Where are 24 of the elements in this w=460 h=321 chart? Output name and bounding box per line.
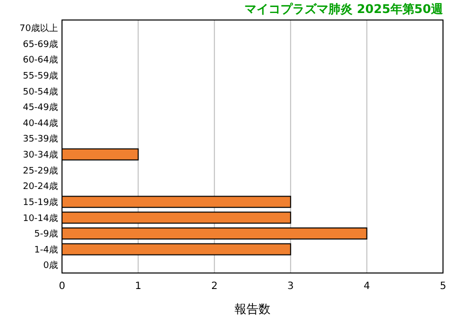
y-tick-label: 40-44歳 (22, 118, 58, 129)
y-tick-label: 25-29歳 (22, 165, 58, 176)
x-tick-label: 4 (364, 281, 370, 292)
y-tick-label: 15-19歳 (22, 196, 58, 208)
y-tick-label: 20-24歳 (22, 181, 58, 192)
y-tick-label: 70歳以上 (20, 23, 58, 34)
y-tick-label: 5-9歳 (34, 228, 58, 240)
y-tick-label: 0歳 (43, 260, 58, 272)
x-tick-label: 0 (58, 281, 66, 292)
y-tick-label: 60-64歳 (22, 54, 58, 66)
y-tick-label: 10-14歳 (22, 212, 58, 224)
y-tick-label: 50-54歳 (22, 86, 58, 98)
x-tick-label: 2 (211, 281, 218, 292)
y-tick-label: 30-34歳 (22, 150, 58, 161)
x-tick-label: 1 (135, 281, 142, 292)
y-tick-label: 65-69歳 (22, 38, 58, 50)
y-tick-label: 45-49歳 (22, 102, 58, 114)
y-tick-label: 1-4歳 (34, 244, 58, 256)
x-tick-label: 5 (440, 281, 446, 292)
chart-title: マイコプラズマ肺炎 2025年第50週 (244, 2, 444, 16)
x-axis-title: 報告数 (234, 302, 270, 316)
y-tick-label: 35-39歳 (22, 134, 58, 145)
x-tick-label: 3 (287, 281, 294, 292)
y-tick-label: 55-59歳 (22, 70, 58, 82)
